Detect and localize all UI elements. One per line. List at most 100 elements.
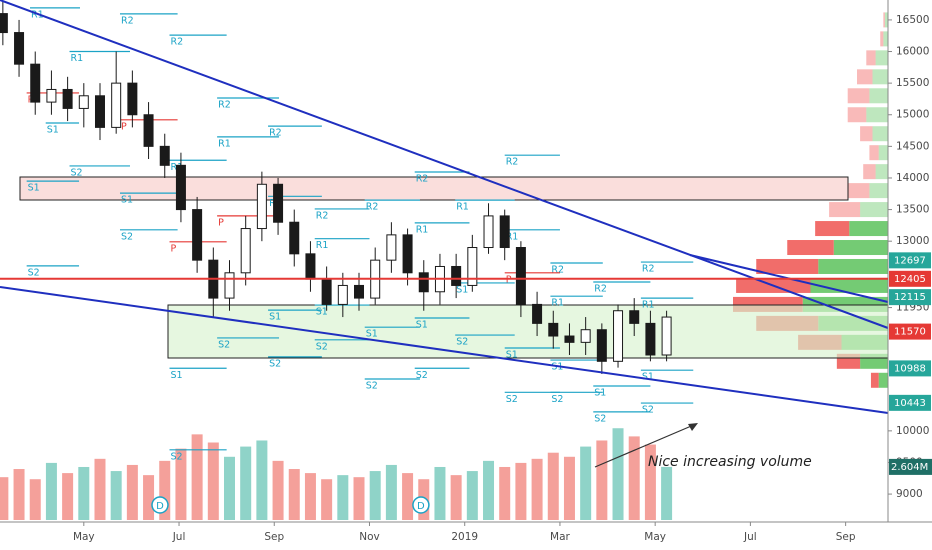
- volume-bar: [385, 464, 397, 520]
- trend-line: [0, 0, 889, 329]
- x-tick-label: Jul: [172, 531, 186, 543]
- pivot-label: R2: [366, 202, 379, 213]
- annotation: Nice increasing volume: [648, 454, 812, 470]
- profile-up: [872, 69, 888, 85]
- candle-body: [94, 95, 105, 128]
- candle-body: [175, 164, 186, 211]
- volume-bar: [434, 466, 446, 520]
- volume-bar: [337, 475, 349, 520]
- volume-bar: [466, 471, 478, 520]
- candle-body: [661, 316, 672, 356]
- pivot-label: R2: [642, 264, 655, 275]
- pivot-label: R1: [218, 138, 231, 149]
- candle-body: [321, 278, 332, 305]
- volume-bar: [29, 479, 41, 520]
- pivots: R1 R2 R2 R1 P R2 S1 P R2 R1 S2 R1 R2 S1 R2 S1 R1 R1 R2 R2 R1…: [26, 7, 694, 462]
- pivot-label: S2: [71, 167, 83, 178]
- y-tick-label: 13500: [896, 204, 929, 216]
- price-tag: [889, 270, 931, 287]
- candle-body: [127, 82, 138, 116]
- pivot-label: S1: [121, 195, 133, 206]
- candle-body: [224, 272, 235, 299]
- profile-up: [860, 202, 888, 218]
- volume-bar: [483, 460, 495, 520]
- y-tick-label: 13000: [896, 235, 929, 247]
- price-tag-label: 10443: [894, 398, 926, 409]
- candle-body: [337, 284, 348, 305]
- volume-bar: [256, 440, 268, 520]
- pivot-label: R1: [506, 231, 519, 242]
- candle-body: [483, 215, 494, 249]
- price-tag-label: 12697: [894, 255, 926, 266]
- candle-body: [418, 272, 429, 293]
- price-tag-label: 12405: [894, 274, 926, 285]
- candle-body: [354, 284, 365, 299]
- candle-body: [240, 228, 251, 274]
- volume-bar: [304, 473, 316, 520]
- profile-down: [847, 88, 870, 104]
- profile-up: [869, 183, 888, 199]
- x-tick-label: Nov: [359, 531, 380, 543]
- candle-body: [143, 114, 154, 147]
- annotation-arrow: [594, 423, 697, 468]
- candle-body: [159, 145, 170, 166]
- volume-bar: [191, 434, 203, 520]
- pivot-label: R1: [456, 202, 469, 213]
- pivot-label: S2: [594, 413, 606, 424]
- volume-bar: [580, 446, 592, 520]
- pivot-label: R2: [171, 37, 184, 48]
- x-tick-label: Sep: [264, 531, 284, 543]
- profile-up: [869, 88, 888, 104]
- trend-line: [0, 286, 889, 414]
- volume-bar: [563, 456, 575, 520]
- profile-up: [872, 126, 888, 142]
- pivot-label: S1: [28, 183, 40, 194]
- pivot-label: S2: [416, 370, 428, 381]
- profile-down: [847, 183, 870, 199]
- pivot-label: S2: [269, 358, 281, 369]
- pivot-label: R1: [551, 298, 564, 309]
- y-tick-label: 14500: [896, 140, 929, 152]
- volume-tag: [889, 458, 932, 475]
- profile-up: [884, 12, 888, 28]
- price-tag-label: 10988: [894, 363, 926, 374]
- candle-body: [111, 82, 122, 128]
- candle-body: [62, 88, 73, 109]
- candle-body: [289, 221, 300, 255]
- volume-bar: [126, 464, 138, 520]
- profile-down: [870, 372, 879, 388]
- profile-up: [866, 107, 888, 123]
- volume-bar: [499, 466, 511, 520]
- profile-down: [869, 145, 879, 161]
- x-tick-label: Sep: [836, 531, 856, 543]
- volume-bar: [321, 479, 333, 520]
- volume-bar: [628, 436, 640, 520]
- volume-bar: [143, 475, 155, 520]
- profile-down: [829, 202, 861, 218]
- profile-up: [883, 31, 888, 47]
- pivot-label: S2: [121, 231, 133, 242]
- candle-body: [645, 322, 656, 356]
- pivot-label: S2: [642, 405, 654, 416]
- volume-bar: [547, 452, 559, 520]
- pivot-label: R1: [642, 300, 655, 311]
- pivot-label: S1: [506, 350, 518, 361]
- y-tick-label: 15500: [896, 77, 929, 89]
- profile-down: [880, 31, 884, 47]
- volume-bars: [0, 428, 673, 520]
- profile-up: [875, 164, 888, 180]
- candle-body: [256, 183, 267, 230]
- volume-bar: [661, 466, 673, 520]
- pivot-label: S2: [28, 267, 40, 278]
- volume-bar: [223, 456, 235, 520]
- profile-down: [863, 164, 876, 180]
- axes: 16500 16000 15500 15000 14500 14000 13500 13000…: [0, 14, 932, 543]
- volume-bar: [159, 460, 171, 520]
- volume-bar: [531, 458, 543, 520]
- pivot-label: P: [218, 217, 224, 228]
- candle-body: [467, 247, 478, 286]
- candle-body: [596, 329, 607, 362]
- candle-body: [273, 183, 284, 223]
- pivot-label: R2: [551, 265, 564, 276]
